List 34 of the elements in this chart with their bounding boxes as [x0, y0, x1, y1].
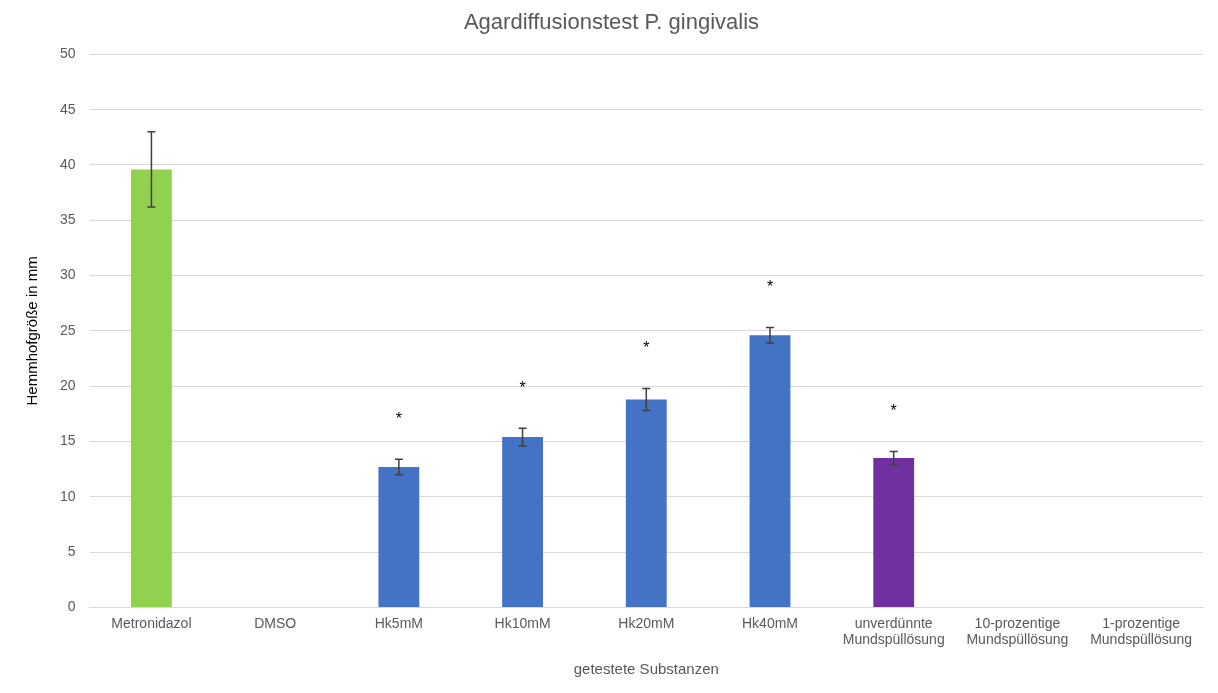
x-tick-label: Metronidazol [111, 614, 192, 631]
y-tick-label: 35 [59, 211, 76, 228]
y-tick-label: 50 [59, 45, 76, 62]
x-tick-label: 10-prozentige Mundspüllösung [966, 614, 1069, 648]
x-tick-label: unverdünnte Mundspüllösung [842, 614, 945, 648]
x-tick-label: DMSO [254, 614, 297, 631]
annotation: * [890, 401, 897, 419]
annotation: * [643, 338, 650, 356]
x-tick-label: Hk5mM [374, 614, 423, 631]
x-axis-title: getestete Substanzen [573, 660, 719, 678]
y-tick-label: 0 [67, 598, 76, 615]
bar [502, 437, 543, 607]
bar [749, 335, 791, 607]
y-tick-label: 5 [67, 542, 76, 559]
x-tick-label: Hk20mM [618, 614, 675, 631]
x-tick-label: Hk10mM [494, 614, 551, 631]
chart-title: Agardiffusionstest P. gingivalis [463, 9, 760, 35]
x-tick-label: Hk40mM [741, 614, 799, 631]
bar [625, 399, 667, 607]
y-axis-title: Hemmhofgröße in mm [23, 256, 41, 406]
bar [131, 169, 172, 607]
y-tick-label: 30 [59, 266, 76, 283]
x-tick-label: 1-prozentige Mundspüllösung [1090, 614, 1193, 648]
y-tick-label: 40 [59, 155, 76, 172]
annotation: * [395, 409, 402, 427]
annotation: * [519, 378, 526, 396]
y-tick-label: 10 [59, 487, 76, 504]
y-tick-label: 15 [59, 432, 76, 449]
bar [873, 458, 915, 607]
y-tick-label: 25 [59, 321, 76, 338]
bar [378, 466, 420, 607]
annotation: * [766, 277, 774, 295]
y-tick-label: 45 [59, 100, 76, 117]
y-tick-label: 20 [59, 377, 76, 394]
